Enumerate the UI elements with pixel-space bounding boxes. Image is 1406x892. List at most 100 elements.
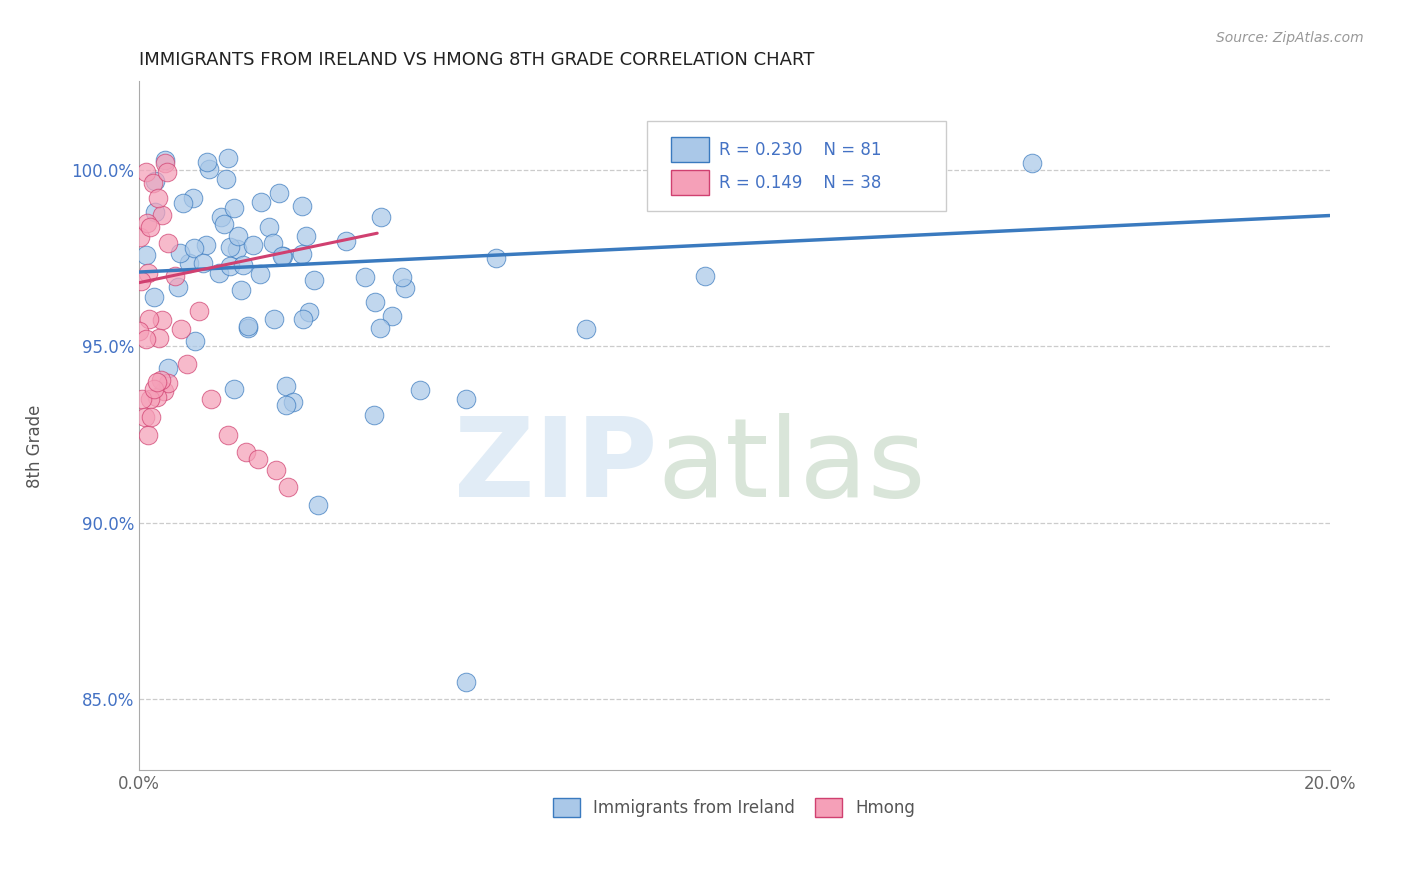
Point [167, 280, 190, 294]
Point [157, 236, 180, 251]
Point [155, 153, 177, 167]
Point [219, 259, 242, 273]
Point [249, 267, 271, 281]
Point [142, 290, 165, 304]
Point [195, 238, 218, 252]
Point [267, 186, 290, 200]
Point [148, 191, 170, 205]
Point [302, 273, 325, 287]
Point [217, 427, 239, 442]
Point [212, 217, 235, 231]
Point [148, 331, 170, 345]
Point [250, 194, 273, 209]
Point [222, 201, 245, 215]
Point [157, 361, 180, 376]
FancyBboxPatch shape [671, 137, 710, 162]
Point [291, 199, 314, 213]
Point [129, 274, 152, 288]
Point [197, 154, 219, 169]
Point [235, 445, 257, 459]
Point [179, 256, 201, 270]
Point [228, 229, 250, 244]
Legend: Immigrants from Ireland, Hmong: Immigrants from Ireland, Hmong [547, 791, 922, 823]
Point [381, 309, 404, 323]
Point [172, 196, 194, 211]
Point [485, 251, 508, 265]
Point [274, 398, 297, 412]
Point [170, 321, 193, 335]
Point [135, 165, 157, 179]
Point [176, 357, 198, 371]
Point [217, 151, 239, 165]
Point [368, 320, 391, 334]
FancyBboxPatch shape [647, 120, 946, 211]
Point [184, 334, 207, 348]
Point [276, 378, 298, 392]
Point [211, 210, 233, 224]
Point [264, 463, 287, 477]
Point [145, 173, 167, 187]
Point [128, 324, 150, 338]
Point [138, 312, 160, 326]
Point [139, 392, 162, 407]
Point [291, 247, 314, 261]
Point [236, 321, 259, 335]
Point [218, 240, 240, 254]
Point [271, 249, 294, 263]
Point [149, 374, 172, 388]
Point [135, 216, 157, 230]
Point [142, 176, 165, 190]
Point [129, 230, 152, 244]
Point [363, 409, 385, 423]
Point [143, 382, 166, 396]
Point [257, 220, 280, 235]
Point [198, 161, 221, 176]
Point [242, 237, 264, 252]
Point [139, 220, 162, 235]
Point [229, 283, 252, 297]
Text: atlas: atlas [657, 414, 925, 521]
Point [181, 191, 204, 205]
Point [456, 392, 478, 407]
Point [150, 313, 173, 327]
Point [139, 409, 162, 424]
Point [208, 266, 231, 280]
Point [215, 171, 238, 186]
Point [574, 321, 596, 335]
Point [1021, 155, 1043, 169]
Point [146, 390, 169, 404]
Point [136, 266, 159, 280]
Point [224, 382, 246, 396]
Point [193, 255, 215, 269]
Point [163, 268, 186, 283]
Point [335, 235, 357, 249]
Text: ZIP: ZIP [454, 414, 657, 521]
Point [135, 332, 157, 346]
Point [150, 208, 173, 222]
Point [262, 235, 284, 250]
Point [370, 211, 392, 225]
Point [200, 392, 222, 407]
Point [409, 383, 432, 397]
Point [693, 268, 716, 283]
Point [353, 270, 375, 285]
Point [232, 258, 254, 272]
Text: R = 0.230    N = 81: R = 0.230 N = 81 [718, 141, 882, 159]
Point [277, 480, 299, 494]
Point [292, 311, 315, 326]
Point [152, 384, 174, 399]
Point [136, 427, 159, 442]
Point [391, 270, 413, 285]
Point [363, 295, 385, 310]
Point [156, 376, 179, 390]
Text: Source: ZipAtlas.com: Source: ZipAtlas.com [1216, 31, 1364, 45]
Point [225, 242, 247, 256]
Text: R = 0.149    N = 38: R = 0.149 N = 38 [718, 174, 882, 192]
Point [281, 395, 304, 409]
Point [236, 319, 259, 334]
Point [187, 304, 209, 318]
Point [298, 305, 321, 319]
FancyBboxPatch shape [671, 170, 710, 195]
Point [307, 498, 329, 512]
Text: IMMIGRANTS FROM IRELAND VS HMONG 8TH GRADE CORRELATION CHART: IMMIGRANTS FROM IRELAND VS HMONG 8TH GRA… [139, 51, 814, 69]
